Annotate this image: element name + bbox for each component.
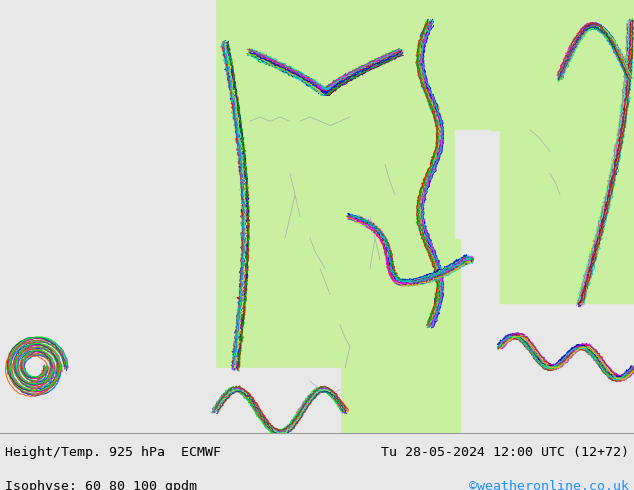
Text: Isophyse: 60 80 100 gpdm: Isophyse: 60 80 100 gpdm	[5, 480, 197, 490]
Text: ©weatheronline.co.uk: ©weatheronline.co.uk	[469, 480, 629, 490]
Polygon shape	[215, 368, 340, 433]
Polygon shape	[0, 0, 215, 433]
Polygon shape	[0, 0, 210, 433]
Text: Tu 28-05-2024 12:00 UTC (12+72): Tu 28-05-2024 12:00 UTC (12+72)	[381, 445, 629, 459]
Polygon shape	[215, 0, 634, 130]
Polygon shape	[500, 0, 634, 303]
Polygon shape	[215, 130, 460, 433]
Polygon shape	[208, 0, 448, 400]
Text: Height/Temp. 925 hPa  ECMWF: Height/Temp. 925 hPa ECMWF	[5, 445, 221, 459]
Polygon shape	[455, 130, 490, 238]
